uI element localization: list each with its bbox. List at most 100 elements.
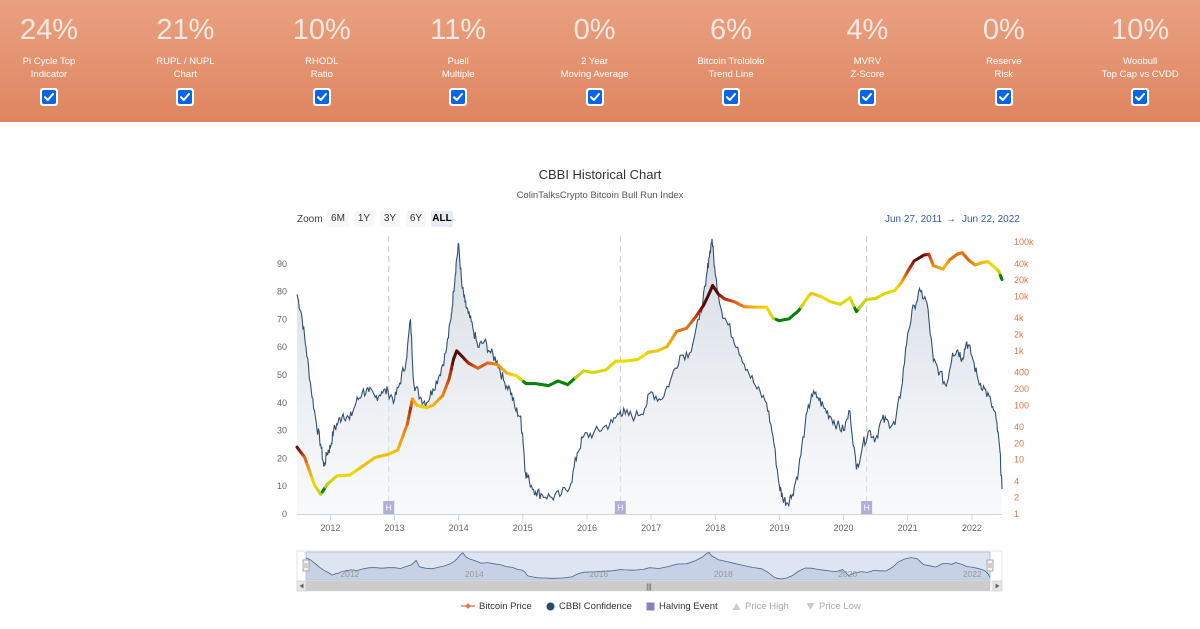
legend-item-bitcoin-price[interactable]: Bitcoin Price [461,601,532,612]
legend-item-price-high[interactable]: Price High [732,601,789,612]
zoom-button-all[interactable]: ALL [431,211,453,227]
indicator-checkbox[interactable] [449,88,468,106]
zoom-button-3y[interactable]: 3Y [380,211,400,227]
navigator-scrollbar-thumb[interactable] [306,581,990,591]
x-tick-label: 2016 [577,523,597,533]
y-left-tick-label: 90 [277,259,287,269]
cbbi-confidence-line[interactable] [296,238,1003,508]
indicator-value: 10% [292,14,351,46]
indicator-value: 0% [573,14,616,46]
zoom-button-1y[interactable]: 1Y [354,211,374,227]
legend-label: Halving Event [659,601,718,612]
y-right-tick-label: 100k [1014,237,1034,247]
x-tick-label: 2020 [834,523,854,533]
scrollbar-grip-icon: ||| [646,584,652,591]
legend-label: Price Low [819,601,861,612]
zoom-label: Zoom [297,214,323,225]
indicator-checkbox[interactable] [994,88,1013,106]
y-left-tick-label: 80 [277,287,287,297]
indicator-checkbox[interactable] [40,88,58,106]
indicator-value: 21% [156,14,215,46]
triangle-up-icon [732,602,741,610]
checkmark-icon [726,93,736,101]
x-tick-label: 2015 [513,523,533,533]
legend-item-halving-event[interactable]: Halving Event [646,601,718,612]
x-tick-label: 2013 [384,523,404,533]
indicator-label: 2 Year Moving Average [560,56,629,80]
checkmark-icon [44,93,54,101]
navigator-tick-label: 2016 [589,569,608,579]
legend-item-cbbi-confidence[interactable]: CBBI Confidence [546,601,632,612]
y-right-tick-label: 2 [1014,493,1019,503]
indicator-value: 24% [19,14,79,46]
y-right-tick-label: 200 [1014,384,1029,394]
legend-label: Bitcoin Price [479,601,532,612]
navigator-handle-left[interactable] [302,559,310,572]
y-right-tick-label: 20 [1014,438,1024,448]
zoom-button-6y[interactable]: 6Y [406,211,426,227]
cbbi-confidence-area [297,238,1002,515]
navigator-handle-right[interactable] [986,559,994,572]
y-left-tick-label: 10 [277,481,287,491]
indicator-label: RUPL / NUPL Chart [156,56,215,80]
zoom-button-6m[interactable]: 6M [327,211,349,227]
y-right-tick-label: 1 [1014,509,1019,519]
y-left-tick-label: 0 [282,509,287,519]
navigator-tick-label: 2020 [838,569,857,579]
line-marker-icon [461,603,475,610]
navigator-series-area [306,552,990,580]
chevron-right-icon [995,583,1000,589]
chart-title: CBBI Historical Chart [538,167,662,182]
triangle-down-icon [806,602,815,610]
checkmark-icon [180,93,191,101]
legend-label: CBBI Confidence [559,601,632,612]
chart-subtitle: ColinTalksCrypto Bitcoin Bull Run Index [516,190,684,201]
y-right-tick-label: 400 [1014,368,1029,378]
indicator-value: 0% [982,14,1025,46]
indicator-label: Pi Cycle Top Indicator [22,56,76,80]
x-tick-label: 2012 [320,523,340,533]
y-right-tick-label: 10k [1014,292,1029,302]
square-marker-icon [646,602,655,611]
y-right-tick-label: 100 [1014,400,1029,410]
y-right-tick-label: 40 [1014,422,1024,432]
y-right-tick-label: 4k [1014,313,1024,323]
y-left-tick-label: 20 [277,453,287,463]
indicator-value: 11% [430,14,487,46]
x-tick-label: 2018 [705,523,725,533]
checkmark-icon [862,93,873,101]
indicator-checkbox[interactable] [312,88,331,106]
indicator-checkbox[interactable] [858,88,877,106]
checkmark-icon [1135,93,1146,101]
indicator-value: 4% [846,14,889,46]
indicator-checkbox[interactable] [1131,88,1150,106]
indicator-label: RHODL Ratio [305,56,339,80]
x-tick-label: 2022 [962,523,982,533]
legend-item-price-low[interactable]: Price Low [806,601,861,612]
circle-marker-icon [546,602,555,611]
x-tick-label: 2017 [641,523,661,533]
indicator-label: Woobull Top Cap vs CVDD [1101,56,1179,80]
y-left-tick-label: 60 [277,342,287,352]
indicator-checkbox[interactable] [176,88,195,106]
indicator-checkbox[interactable] [722,88,740,106]
range-from-date[interactable]: Jun 27, 2011 [885,214,943,225]
range-to-date[interactable]: Jun 22, 2022 [962,214,1020,225]
bitcoin-price-segment[interactable] [999,276,1004,282]
y-right-tick-label: 4 [1014,476,1019,486]
indicators-bar: 24% Pi Cycle Top Indicator 21% RUPL / NUPL Ch… [0,0,1200,122]
navigator-tick-label: 2022 [963,569,982,579]
navigator-tick-label: 2014 [465,569,484,579]
indicator-value: 10% [1111,14,1170,46]
y-right-tick-label: 2k [1014,330,1024,340]
chevron-left-icon [299,583,304,589]
indicator-label: Reserve Risk [986,56,1022,80]
navigator-tick-label: 2012 [340,569,359,579]
y-right-tick-label: 40k [1014,259,1029,269]
indicator-label: Bitcoin Trolololo Trend Line [697,56,765,80]
indicator-checkbox[interactable] [585,88,604,106]
x-tick-label: 2019 [769,523,789,533]
y-left-tick-label: 70 [277,314,287,324]
indicator-label: Puell Multiple [441,56,475,80]
